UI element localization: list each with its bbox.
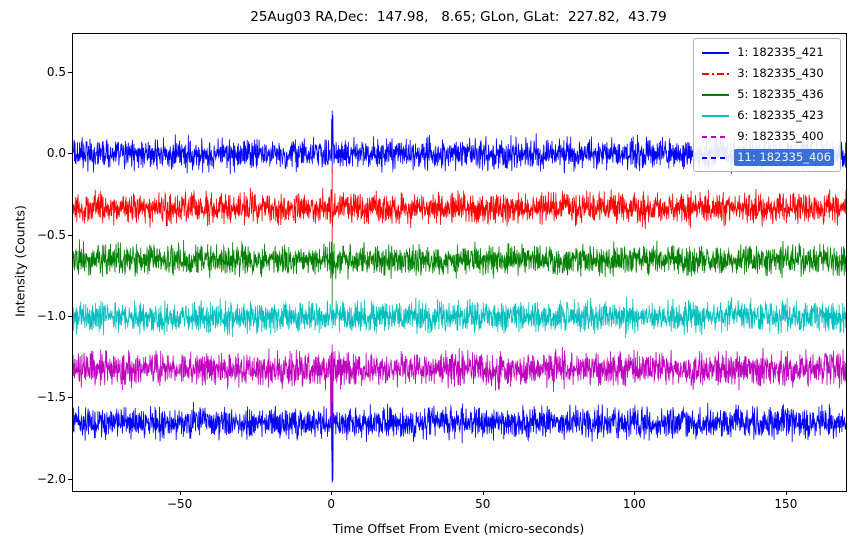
legend-line-sample — [702, 72, 730, 75]
legend-label: 1: 182335_421 — [737, 45, 824, 59]
legend-label: 11: 182335_406 — [734, 149, 834, 166]
legend-item: 9: 182335_400 — [702, 128, 831, 145]
legend-label: 9: 182335_400 — [737, 129, 824, 143]
x-tick-label: −50 — [166, 497, 193, 511]
y-tick-mark — [68, 72, 72, 74]
x-tick-mark — [785, 491, 787, 495]
legend-label: 3: 182335_430 — [737, 66, 824, 80]
legend-label: 5: 182335_436 — [737, 87, 824, 101]
legend-item: 3: 182335_430 — [702, 65, 831, 82]
x-tick-label: 150 — [774, 497, 798, 511]
y-tick-mark — [68, 397, 72, 399]
plot-area: 1: 182335_421 3: 182335_430 5: 182335_436 6… — [72, 33, 847, 492]
x-tick-mark — [331, 491, 333, 495]
x-tick-mark — [482, 491, 484, 495]
legend-item: 5: 182335_436 — [702, 86, 831, 103]
y-tick-mark — [68, 478, 72, 480]
chart-title: 25Aug03 RA,Dec: 147.98, 8.65; GLon, GLat… — [250, 9, 667, 25]
legend-item: 11: 182335_406 — [702, 149, 834, 166]
x-tick-label: 100 — [622, 497, 646, 511]
legend-item: 6: 182335_423 — [702, 107, 831, 124]
x-tick-label: 0 — [327, 497, 335, 511]
y-tick-label: −2.0 — [36, 471, 66, 486]
legend-line-sample — [702, 135, 730, 138]
legend-line-sample — [702, 114, 730, 117]
legend-label: 6: 182335_423 — [737, 108, 824, 122]
x-tick-mark — [634, 491, 636, 495]
y-tick-mark — [68, 234, 72, 236]
legend-line-sample — [702, 156, 730, 159]
y-tick-label: −0.5 — [36, 227, 66, 242]
y-tick-mark — [68, 315, 72, 317]
x-axis-label: Time Offset From Event (micro-seconds) — [332, 521, 585, 536]
x-tick-label: 50 — [475, 497, 491, 511]
x-tick-mark — [179, 491, 181, 495]
y-tick-mark — [68, 153, 72, 155]
legend-item: 1: 182335_421 — [702, 44, 831, 61]
legend-line-sample — [702, 51, 730, 54]
y-tick-label: 0.0 — [46, 146, 66, 161]
y-axis-label: Intensity (Counts) — [12, 205, 28, 317]
legend: 1: 182335_421 3: 182335_430 5: 182335_436 6… — [693, 38, 841, 172]
y-tick-label: −1.5 — [36, 390, 66, 405]
y-tick-label: 0.5 — [46, 65, 66, 80]
y-tick-label: −1.0 — [36, 308, 66, 323]
legend-line-sample — [702, 93, 730, 96]
